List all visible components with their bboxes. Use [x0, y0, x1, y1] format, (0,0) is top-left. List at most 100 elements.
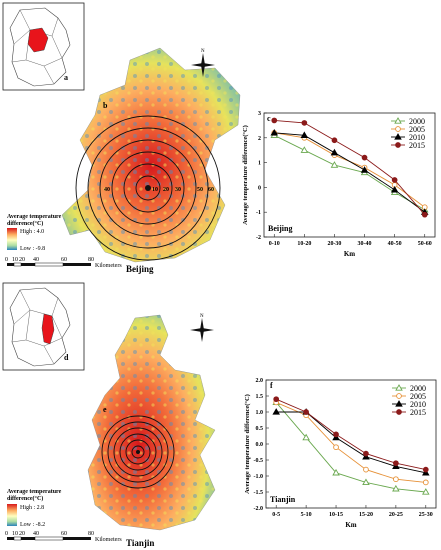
point-2010-3	[360, 166, 369, 173]
legend-marker-2015	[395, 142, 401, 148]
city-center-tianjin	[136, 450, 140, 454]
series-line-2015	[274, 119, 426, 215]
legend-marker-2015	[396, 409, 402, 415]
tianjin-scale-bar	[7, 536, 91, 541]
legend-label-2010: 2010	[410, 400, 426, 409]
point-2010-0	[270, 128, 279, 136]
panel-label-e: e	[103, 405, 107, 414]
legend-marker-2000	[395, 384, 403, 391]
tianjin-legend-low: Low : -8.2	[20, 522, 45, 528]
svg-text:20: 20	[19, 257, 25, 263]
chart-title: Beijing	[268, 224, 292, 233]
north-arrow-icon: N	[191, 49, 215, 77]
svg-text:60: 60	[61, 531, 67, 537]
svg-text:0: 0	[5, 531, 8, 537]
series-line-2005	[276, 401, 426, 483]
legend-marker-2000	[394, 117, 402, 124]
tianjin-locator-fill	[41, 313, 55, 345]
tianjin-legend-high: High : 2.8	[20, 505, 44, 511]
series-line-2010	[276, 411, 426, 474]
series-line-2000	[274, 134, 425, 211]
series-line-2015	[276, 398, 426, 471]
x-tick-label: 15-20	[359, 512, 373, 518]
point-2015-5	[421, 211, 428, 218]
point-2005-3	[363, 466, 369, 473]
y-tick-label: 2.0	[256, 378, 264, 384]
point-2000-3	[362, 478, 370, 486]
chart-c-beijing: -2 -1 0 1 2 3 0-10 10-20 20-30 30-40 40-50 50-60 Km A…	[242, 111, 436, 258]
y-tick-label: 0.0	[256, 442, 264, 448]
x-tick-label: 10-20	[297, 241, 311, 247]
chart-title: Tianjin	[270, 495, 296, 504]
legend-marker-2010	[394, 133, 402, 140]
tianjin-scale-unit: Kilometers	[95, 537, 122, 543]
y-tick-label: 2	[258, 136, 261, 142]
point-2000-5	[422, 488, 430, 495]
legend-label-2005: 2005	[410, 392, 426, 401]
plot-area	[263, 112, 436, 238]
point-2000-1	[302, 433, 310, 441]
ring-label-60: 60	[208, 187, 214, 193]
point-2015-2	[331, 137, 338, 144]
y-tick-label: -1.5	[254, 490, 264, 496]
buffer-rings-tianjin	[101, 415, 175, 489]
svg-text:N: N	[200, 314, 204, 319]
x-tick-label: 0-5	[272, 512, 280, 518]
x-tick-label: 20-30	[327, 241, 341, 247]
x-tick-label: 25-30	[419, 512, 433, 518]
beijing-legend-title-2: difference(°C)	[7, 220, 43, 227]
point-2000-2	[332, 468, 340, 476]
svg-text:40: 40	[33, 531, 39, 537]
x-tick-label: 10-15	[329, 512, 343, 518]
x-tick-label: 20-25	[389, 512, 403, 518]
beijing-locator-fill	[27, 27, 49, 53]
svg-text:80: 80	[88, 531, 94, 537]
point-2015-3	[363, 450, 369, 457]
beijing-city-label: Beijing	[126, 264, 154, 274]
legend-label-2000: 2000	[409, 117, 425, 126]
ring-label-50: 50	[197, 187, 203, 193]
chart-f-tianjin: -2.0 -1.5 -1.0 -0.5 0.0 0.5 1.0 1.5 2.0 0-5 5-10 10…	[244, 378, 437, 529]
series-line-2010	[274, 132, 426, 213]
y-tick-label: 0.5	[256, 426, 264, 432]
beijing-legend-ramp	[7, 228, 17, 250]
ring-label-40: 40	[104, 187, 110, 193]
svg-text:0: 0	[5, 257, 8, 263]
point-2005-4	[393, 476, 399, 483]
legend-label-2015: 2015	[410, 408, 426, 417]
beijing-scale-bar	[7, 262, 91, 267]
tianjin-legend-ramp	[7, 504, 17, 526]
point-2015-3	[361, 154, 368, 161]
series-line-2000	[275, 402, 426, 493]
point-2015-0	[273, 396, 280, 403]
point-2015-0	[271, 117, 278, 124]
ring-label-10: 10	[152, 187, 158, 193]
point-2015-1	[303, 409, 309, 415]
y-tick-label: 1.5	[256, 394, 264, 400]
tianjin-legend-title-2: difference(°C)	[7, 495, 43, 502]
panel-label-a: a	[64, 73, 68, 82]
legend-marker-2010	[395, 400, 403, 407]
panel-label-d: d	[64, 353, 69, 362]
point-2010-2	[330, 148, 339, 156]
svg-text:80: 80	[88, 257, 94, 263]
point-2015-4	[393, 460, 399, 467]
ring-label-30: 30	[175, 187, 181, 193]
x-axis-label: Km	[345, 521, 356, 529]
point-2000-2	[330, 161, 339, 168]
y-axis-label: Average temperature difference(°C)	[244, 394, 251, 494]
point-2005-5	[422, 479, 429, 486]
svg-text:40: 40	[33, 257, 39, 263]
city-center-beijing	[145, 185, 151, 191]
point-2010-1	[300, 131, 309, 138]
north-arrow-icon-2: N	[190, 314, 214, 342]
svg-text:20: 20	[19, 531, 25, 537]
point-2010-4	[390, 185, 399, 193]
locator-map-a: a	[2, 2, 85, 91]
legend-label-2010: 2010	[409, 133, 425, 142]
x-tick-label: 30-40	[358, 241, 372, 247]
tianjin-map-e: e N Average temperature difference(°C) H…	[5, 314, 216, 548]
legend-label-2015: 2015	[409, 141, 425, 150]
y-tick-label: -2.0	[254, 506, 264, 512]
